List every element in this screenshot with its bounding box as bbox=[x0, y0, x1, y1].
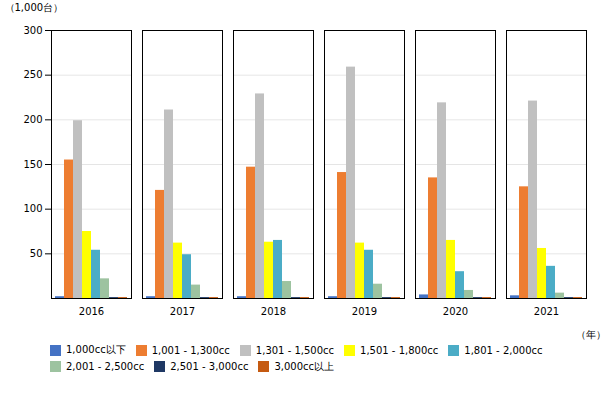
svg-text:100: 100 bbox=[23, 203, 42, 214]
svg-text:2019: 2019 bbox=[352, 306, 377, 317]
html-text:1,301 - 1,500cc: 1,301 - 1,500cc bbox=[255, 344, 335, 356]
svg-text:2018: 2018 bbox=[261, 306, 286, 317]
html-text:3,000cc以上: 3,000cc以上 bbox=[274, 360, 335, 372]
svg-text:2017: 2017 bbox=[170, 306, 195, 317]
html-text:1,801 - 2,000cc: 1,801 - 2,000cc bbox=[464, 344, 543, 356]
svg-text:150: 150 bbox=[23, 159, 42, 170]
svg-text:250: 250 bbox=[23, 69, 42, 80]
html-text:1,001 - 1,300cc: 1,001 - 1,300cc bbox=[151, 344, 230, 356]
svg-text:（1,000台）: （1,000台） bbox=[5, 2, 64, 13]
svg-text:200: 200 bbox=[23, 114, 42, 125]
svg-text:50: 50 bbox=[30, 248, 43, 259]
svg-text:2016: 2016 bbox=[79, 306, 104, 317]
svg-text:2020: 2020 bbox=[443, 306, 468, 317]
svg-text:2021: 2021 bbox=[534, 306, 559, 317]
html-text:1,501 - 1,800cc: 1,501 - 1,800cc bbox=[360, 344, 439, 356]
svg-text:（年）: （年） bbox=[576, 329, 606, 340]
html-text:2,001 - 2,500cc: 2,001 - 2,500cc bbox=[66, 361, 145, 373]
svg-text:300: 300 bbox=[23, 25, 42, 36]
html-text:2,501 - 3,000cc: 2,501 - 3,000cc bbox=[170, 361, 249, 373]
html-text:1,000cc以下: 1,000cc以下 bbox=[66, 344, 126, 356]
